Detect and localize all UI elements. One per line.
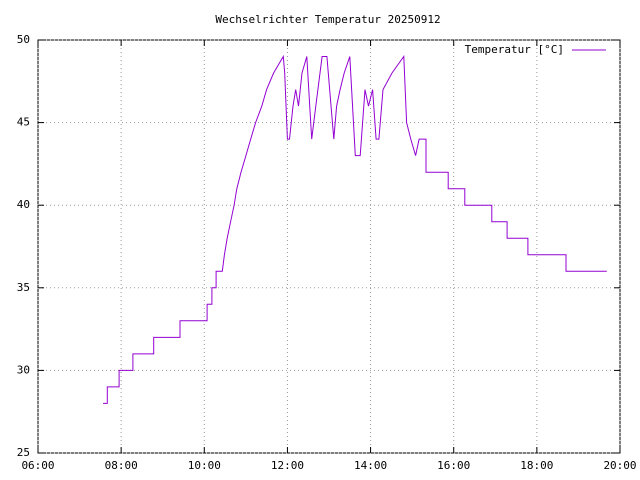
- x-tick-label: 16:00: [437, 459, 470, 472]
- y-tick-label: 30: [17, 363, 30, 376]
- data-line: [103, 54, 607, 404]
- y-tick-label: 40: [17, 198, 30, 211]
- x-tick-label: 12:00: [271, 459, 304, 472]
- legend-label: Temperatur [°C]: [465, 43, 564, 56]
- y-tick-label: 50: [17, 33, 30, 46]
- x-tick-label: 14:00: [354, 459, 387, 472]
- x-tick-label: 06:00: [21, 459, 54, 472]
- chart-title: Wechselrichter Temperatur 20250912: [215, 13, 440, 26]
- y-tick-label: 45: [17, 116, 30, 129]
- x-tick-label: 10:00: [188, 459, 221, 472]
- y-tick-label: 25: [17, 446, 30, 459]
- x-tick-label: 20:00: [603, 459, 636, 472]
- y-tick-label: 35: [17, 281, 30, 294]
- x-tick-label: 18:00: [520, 459, 553, 472]
- x-tick-label: 08:00: [105, 459, 138, 472]
- plot-frame: [37, 39, 621, 454]
